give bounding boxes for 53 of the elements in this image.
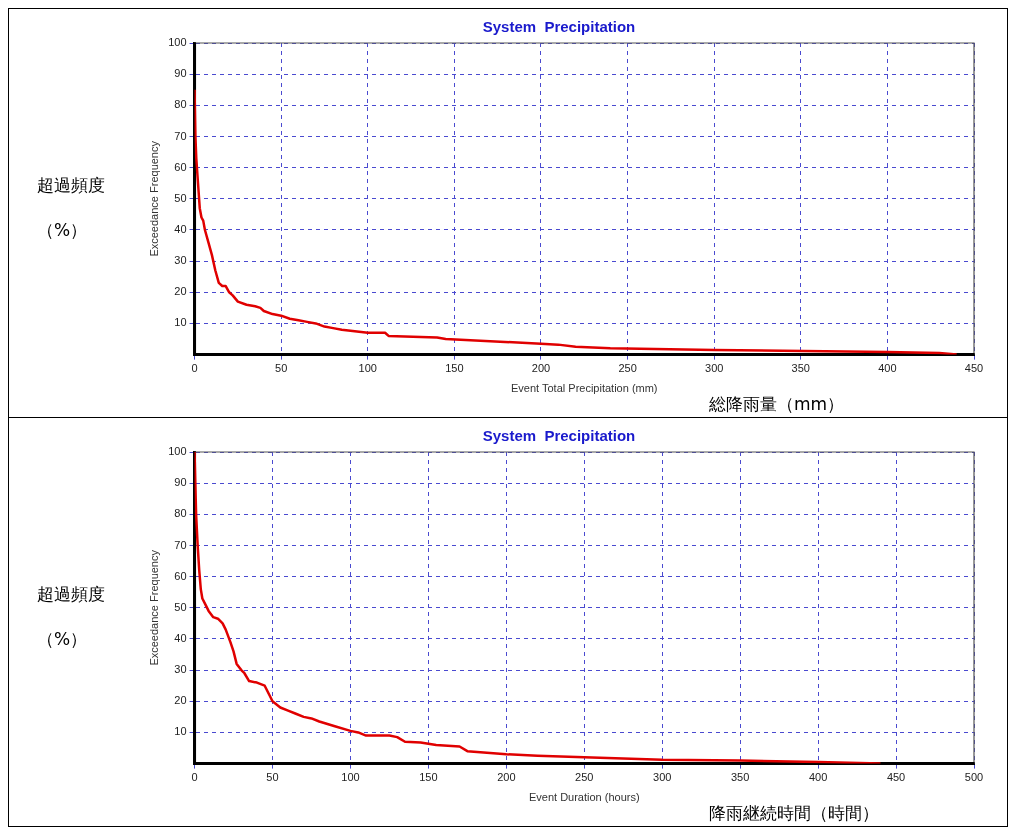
y-tick-label: 30	[174, 254, 187, 267]
x-tick-label: 100	[358, 362, 377, 375]
y-tick-label: 90	[174, 67, 187, 80]
text: 降雨継続時間（時間）	[709, 802, 879, 825]
x-tick-label: 400	[878, 362, 897, 375]
y-tick-label: 70	[174, 538, 187, 551]
x-tick-label: 450	[964, 362, 984, 375]
chart-title: System Precipitation	[482, 427, 636, 445]
y-tick-label: 40	[174, 222, 187, 235]
x-tick-label: 300	[653, 771, 672, 784]
x-tick-label: 200	[497, 771, 516, 784]
text: 総降雨量（mm）	[709, 393, 845, 416]
x-tick-label: 250	[618, 362, 637, 375]
x-tick-label: 50	[266, 771, 279, 784]
x-axis-title: Event Total Precipitation (mm)	[511, 382, 658, 395]
x-tick-label: 300	[705, 362, 724, 375]
x-tick-label: 150	[445, 362, 464, 375]
y-tick-label: 40	[174, 631, 187, 644]
y-tick-label: 50	[174, 191, 187, 204]
x-tick-label: 500	[964, 771, 984, 784]
y-tick-label: 70	[174, 129, 187, 142]
text: 超過頻度	[37, 174, 105, 197]
x-tick-label: 450	[886, 771, 906, 784]
x-tick-label: 200	[531, 362, 551, 375]
x-tick-label: 150	[419, 771, 438, 784]
y-tick-label: 100	[168, 445, 187, 458]
text: （%）	[37, 628, 88, 651]
y-axis-title: Exceedance Frequency	[147, 140, 160, 257]
x-tick-label: 350	[791, 362, 810, 375]
y-tick-label: 10	[174, 316, 187, 329]
y-axis-title: Exceedance Frequency	[147, 549, 160, 666]
x-tick-label: 400	[808, 771, 828, 784]
y-tick-label: 80	[174, 98, 187, 111]
text: 超過頻度	[37, 583, 105, 606]
x-tick-label: 250	[575, 771, 594, 784]
x-axis-title: Event Duration (hours)	[528, 791, 640, 804]
y-tick-label: 20	[174, 285, 187, 298]
x-tick-label: 350	[730, 771, 750, 784]
text: （%）	[37, 219, 88, 242]
y-tick-label: 20	[174, 694, 187, 707]
y-tick-label: 90	[174, 476, 187, 489]
y-tick-label: 50	[174, 600, 187, 613]
x-tick-label: 0	[191, 771, 198, 784]
y-tick-label: 30	[174, 663, 187, 676]
x-tick-label: 0	[191, 362, 198, 375]
x-tick-label: 100	[341, 771, 360, 784]
y-tick-label: 100	[168, 36, 187, 49]
y-tick-label: 60	[174, 160, 187, 173]
chart-title: System Precipitation	[482, 18, 636, 36]
x-tick-label: 50	[275, 362, 288, 375]
y-tick-label: 10	[174, 725, 187, 738]
y-tick-label: 60	[174, 569, 187, 582]
y-tick-label: 80	[174, 507, 187, 520]
